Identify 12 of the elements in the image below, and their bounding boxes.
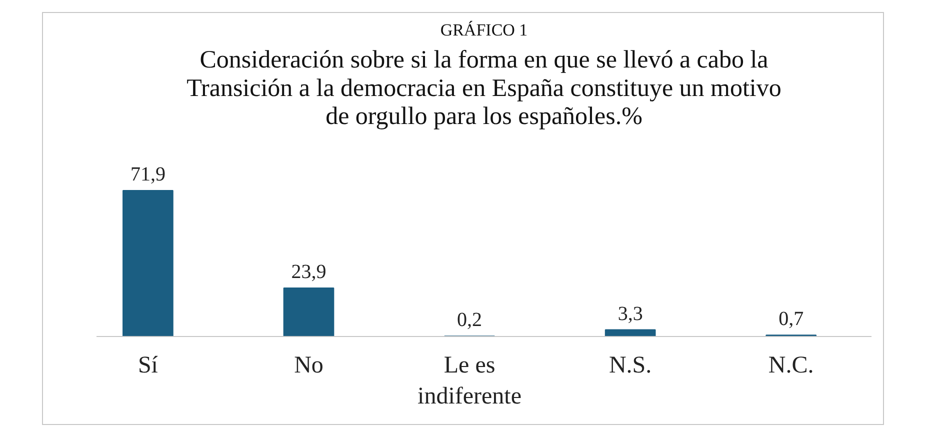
data-label: 0,2 [457, 309, 482, 332]
data-label: 23,9 [291, 260, 326, 283]
x-tick-label: N.S. [608, 352, 652, 378]
x-tick-label: Le es indiferente [418, 352, 522, 410]
data-label: 3,3 [618, 302, 643, 325]
data-label: 0,7 [778, 308, 804, 330]
chart-subtitle: Consideración sobre si la forma en que se llevó a cabo la Transición a la democracia en España constituye un motivo de orgullo para los españoles.% [186, 46, 782, 130]
x-tick-label: Sí [138, 352, 158, 378]
data-label: 71,9 [130, 164, 166, 186]
x-tick-label: No [294, 352, 324, 378]
chart-title: GRÁFICO 1 [440, 20, 528, 40]
x-tick-label: N.C. [768, 352, 814, 378]
